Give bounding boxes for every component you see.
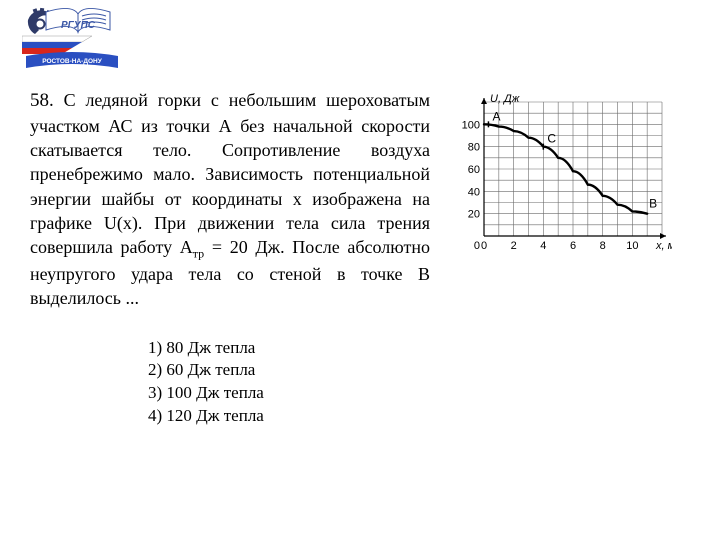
svg-text:20: 20 xyxy=(468,209,480,221)
svg-text:РОСТОВ-НА-ДОНУ: РОСТОВ-НА-ДОНУ xyxy=(42,58,102,65)
svg-text:РГУПС: РГУПС xyxy=(61,20,96,31)
svg-text:8: 8 xyxy=(600,240,606,252)
answer-option: 3) 100 Дж тепла xyxy=(148,382,690,405)
svg-text:C: C xyxy=(547,132,556,146)
problem-text: 58. С ледяной горки с небольшим шерохова… xyxy=(30,88,430,311)
svg-text:A: A xyxy=(492,109,500,123)
answer-option: 1) 80 Дж тепла xyxy=(148,337,690,360)
svg-text:10: 10 xyxy=(626,240,638,252)
svg-text:2: 2 xyxy=(511,240,517,252)
svg-text:40: 40 xyxy=(468,186,480,198)
svg-text:0: 0 xyxy=(474,240,480,252)
problem-body: С ледяной горки с небольшим шероховатым … xyxy=(30,90,430,257)
svg-text:4: 4 xyxy=(540,240,546,252)
svg-text:B: B xyxy=(649,197,657,211)
svg-text:0: 0 xyxy=(481,240,487,252)
answer-option: 2) 60 Дж тепла xyxy=(148,359,690,382)
svg-text:80: 80 xyxy=(468,142,480,154)
svg-text:x, м: x, м xyxy=(655,240,672,252)
problem-number: 58. xyxy=(30,90,54,111)
answer-list: 1) 80 Дж тепла 2) 60 Дж тепла 3) 100 Дж … xyxy=(148,337,690,429)
svg-text:U, Дж: U, Дж xyxy=(490,93,520,105)
energy-chart: 0 2 4 6 8 10 20 40 60 80 100 0 U, Дж x, м A C B xyxy=(452,88,672,267)
svg-text:60: 60 xyxy=(468,164,480,176)
problem-sub: тр xyxy=(193,247,204,261)
answer-option: 4) 120 Дж тепла xyxy=(148,405,690,428)
svg-text:6: 6 xyxy=(570,240,576,252)
svg-text:100: 100 xyxy=(462,119,480,131)
university-logo: РГУПС РОСТОВ-НА-ДОНУ xyxy=(22,6,122,74)
